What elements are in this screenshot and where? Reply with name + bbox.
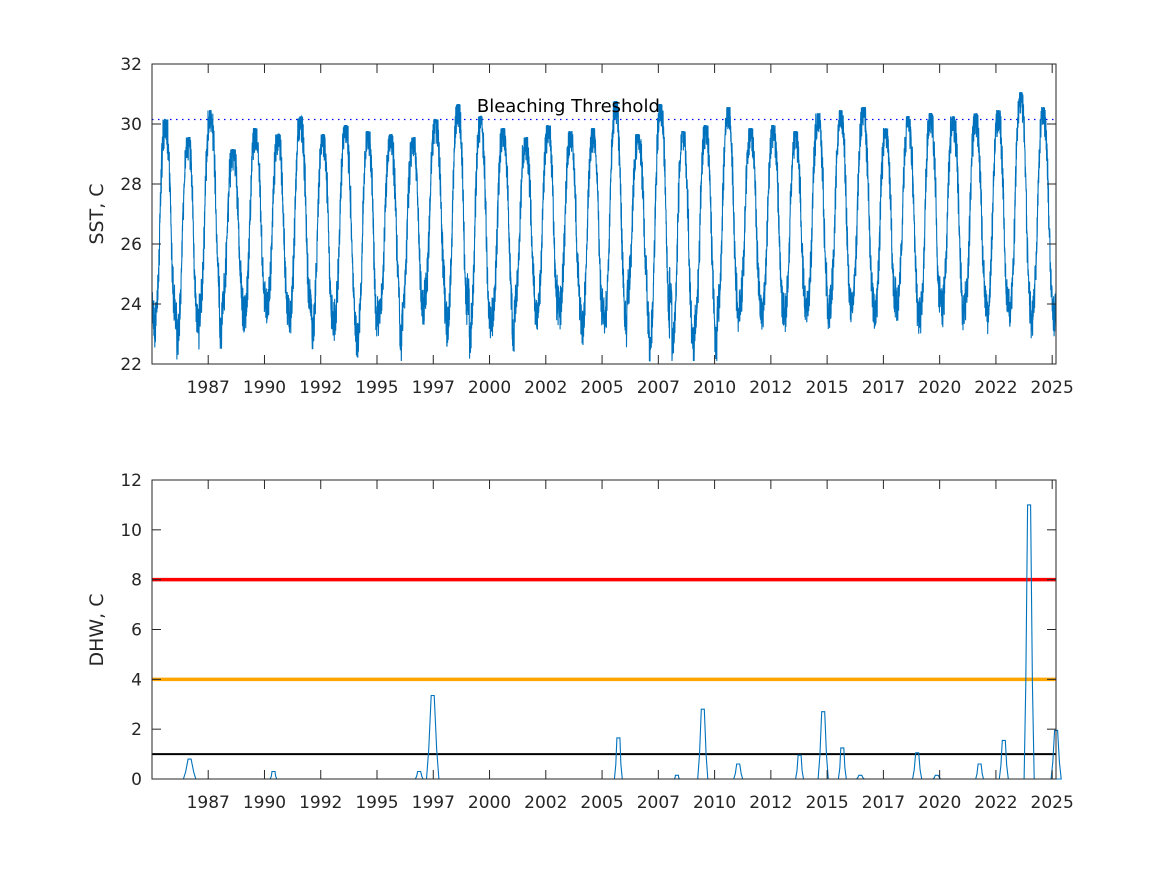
dhw-y-tick-label: 0 bbox=[131, 770, 142, 790]
sst-x-tick-label: 2005 bbox=[580, 378, 623, 398]
dhw-x-tick-label: 2005 bbox=[580, 793, 623, 813]
sst-x-tick-label: 2022 bbox=[974, 378, 1017, 398]
dhw-y-tick-label: 12 bbox=[120, 471, 142, 491]
sst-x-tick-label: 1987 bbox=[187, 378, 230, 398]
dhw-x-tick-label: 2000 bbox=[468, 793, 511, 813]
sst-y-axis-label: SST, C bbox=[86, 183, 108, 244]
dhw-x-tick-label: 2002 bbox=[524, 793, 567, 813]
dhw-plot-area bbox=[152, 480, 1056, 779]
dhw-x-tick-label: 2022 bbox=[974, 793, 1017, 813]
dhw-axes: 0 2 4 6 8 10 12 1987 1990 1992 1995 1997 2000 2002 20… bbox=[86, 471, 1074, 813]
dhw-x-ticks: 1987 1990 1992 1995 1997 2000 2002 2005 2007 2010… bbox=[187, 480, 1074, 813]
sst-x-tick-label: 2012 bbox=[749, 378, 792, 398]
dhw-y-tick-label: 8 bbox=[131, 571, 142, 591]
dhw-y-ticks: 0 2 4 6 8 10 12 bbox=[120, 471, 1056, 790]
sst-x-tick-label: 2017 bbox=[862, 378, 905, 398]
dhw-x-tick-label: 2020 bbox=[918, 793, 961, 813]
sst-y-ticks: 22 24 26 28 30 32 bbox=[120, 55, 1056, 375]
dhw-x-tick-label: 2015 bbox=[805, 793, 848, 813]
sst-x-tick-label: 2010 bbox=[693, 378, 736, 398]
bleaching-threshold-label: Bleaching Threshold bbox=[477, 96, 660, 117]
sst-y-tick-label: 28 bbox=[120, 175, 142, 195]
dhw-x-tick-label: 2007 bbox=[637, 793, 680, 813]
dhw-y-tick-label: 4 bbox=[131, 670, 142, 690]
dhw-x-tick-label: 2025 bbox=[1031, 793, 1074, 813]
sst-y-tick-label: 30 bbox=[120, 115, 142, 135]
sst-x-tick-label: 2007 bbox=[637, 378, 680, 398]
sst-axes-box bbox=[151, 63, 1057, 365]
sst-axes: Bleaching Threshold 22 24 26 28 30 32 1987 199… bbox=[86, 55, 1074, 398]
dhw-x-tick-label: 1987 bbox=[187, 793, 230, 813]
sst-x-ticks: 1987 1990 1992 1995 1997 2000 2002 2005 2007 2010… bbox=[187, 64, 1074, 398]
sst-y-tick-label: 22 bbox=[120, 355, 142, 375]
dhw-x-tick-label: 1990 bbox=[243, 793, 286, 813]
sst-y-tick-label: 32 bbox=[120, 55, 142, 75]
sst-x-tick-label: 1997 bbox=[412, 378, 455, 398]
sst-x-tick-label: 1995 bbox=[355, 378, 398, 398]
sst-x-tick-label: 2002 bbox=[524, 378, 567, 398]
dhw-x-tick-label: 1992 bbox=[299, 793, 342, 813]
sst-series-line bbox=[151, 91, 1057, 362]
dhw-x-tick-label: 1997 bbox=[412, 793, 455, 813]
sst-y-tick-label: 26 bbox=[120, 235, 142, 255]
sst-x-tick-label: 1992 bbox=[299, 378, 342, 398]
sst-x-tick-label: 1990 bbox=[243, 378, 286, 398]
dhw-reference-lines bbox=[152, 577, 1056, 756]
dhw-x-tick-label: 2017 bbox=[862, 793, 905, 813]
dhw-y-axis-label: DHW, C bbox=[86, 593, 108, 666]
dhw-y-tick-label: 6 bbox=[131, 621, 142, 641]
sst-x-tick-label: 2020 bbox=[918, 378, 961, 398]
sst-x-tick-label: 2015 bbox=[805, 378, 848, 398]
sst-x-tick-label: 2000 bbox=[468, 378, 511, 398]
dhw-y-tick-label: 2 bbox=[131, 720, 142, 740]
sst-x-tick-label: 2025 bbox=[1031, 378, 1074, 398]
dhw-y-tick-label: 10 bbox=[120, 521, 142, 541]
dhw-x-tick-label: 2012 bbox=[749, 793, 792, 813]
sst-y-tick-label: 24 bbox=[120, 295, 142, 315]
dhw-x-tick-label: 1995 bbox=[355, 793, 398, 813]
dhw-x-tick-label: 2010 bbox=[693, 793, 736, 813]
